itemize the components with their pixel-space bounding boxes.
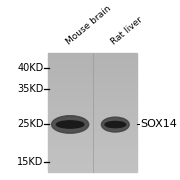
Bar [48,56,137,59]
Text: SOX14: SOX14 [140,120,177,129]
Bar [48,116,137,119]
Ellipse shape [101,117,129,132]
Bar [48,151,137,154]
Text: 40KD: 40KD [17,63,44,73]
Text: 15KD: 15KD [17,157,44,167]
Bar [48,98,137,101]
Bar [48,148,137,151]
Bar [48,110,137,113]
Bar [48,65,137,68]
Bar [48,77,137,80]
Bar [48,107,137,110]
Bar [48,142,137,145]
Ellipse shape [105,122,126,128]
Bar [48,122,137,124]
Bar [48,95,137,98]
Bar [48,113,137,116]
Bar [48,59,137,62]
Bar [48,166,137,169]
Ellipse shape [57,121,84,128]
Bar [48,92,137,95]
Text: 35KD: 35KD [17,84,44,94]
Bar [48,80,137,83]
Bar [48,130,137,133]
Bar [48,119,137,122]
Bar [48,68,137,71]
Bar [48,160,137,163]
Bar [48,86,137,89]
Text: 25KD: 25KD [17,120,44,129]
Bar [48,124,137,127]
Text: Mouse brain: Mouse brain [64,4,113,47]
Bar [48,101,137,104]
Bar [48,83,137,86]
Bar [48,133,137,136]
Bar [48,154,137,157]
Bar [48,145,137,148]
Bar [48,163,137,166]
Text: Rat liver: Rat liver [109,15,144,47]
Bar [48,89,137,92]
Bar [48,169,137,172]
Bar [48,71,137,74]
Ellipse shape [52,116,89,133]
Bar [48,53,137,56]
Bar [48,62,137,65]
Bar [48,136,137,139]
Bar [48,74,137,77]
Bar [48,127,137,130]
Bar [48,104,137,107]
Bar [48,139,137,142]
Bar [48,157,137,160]
